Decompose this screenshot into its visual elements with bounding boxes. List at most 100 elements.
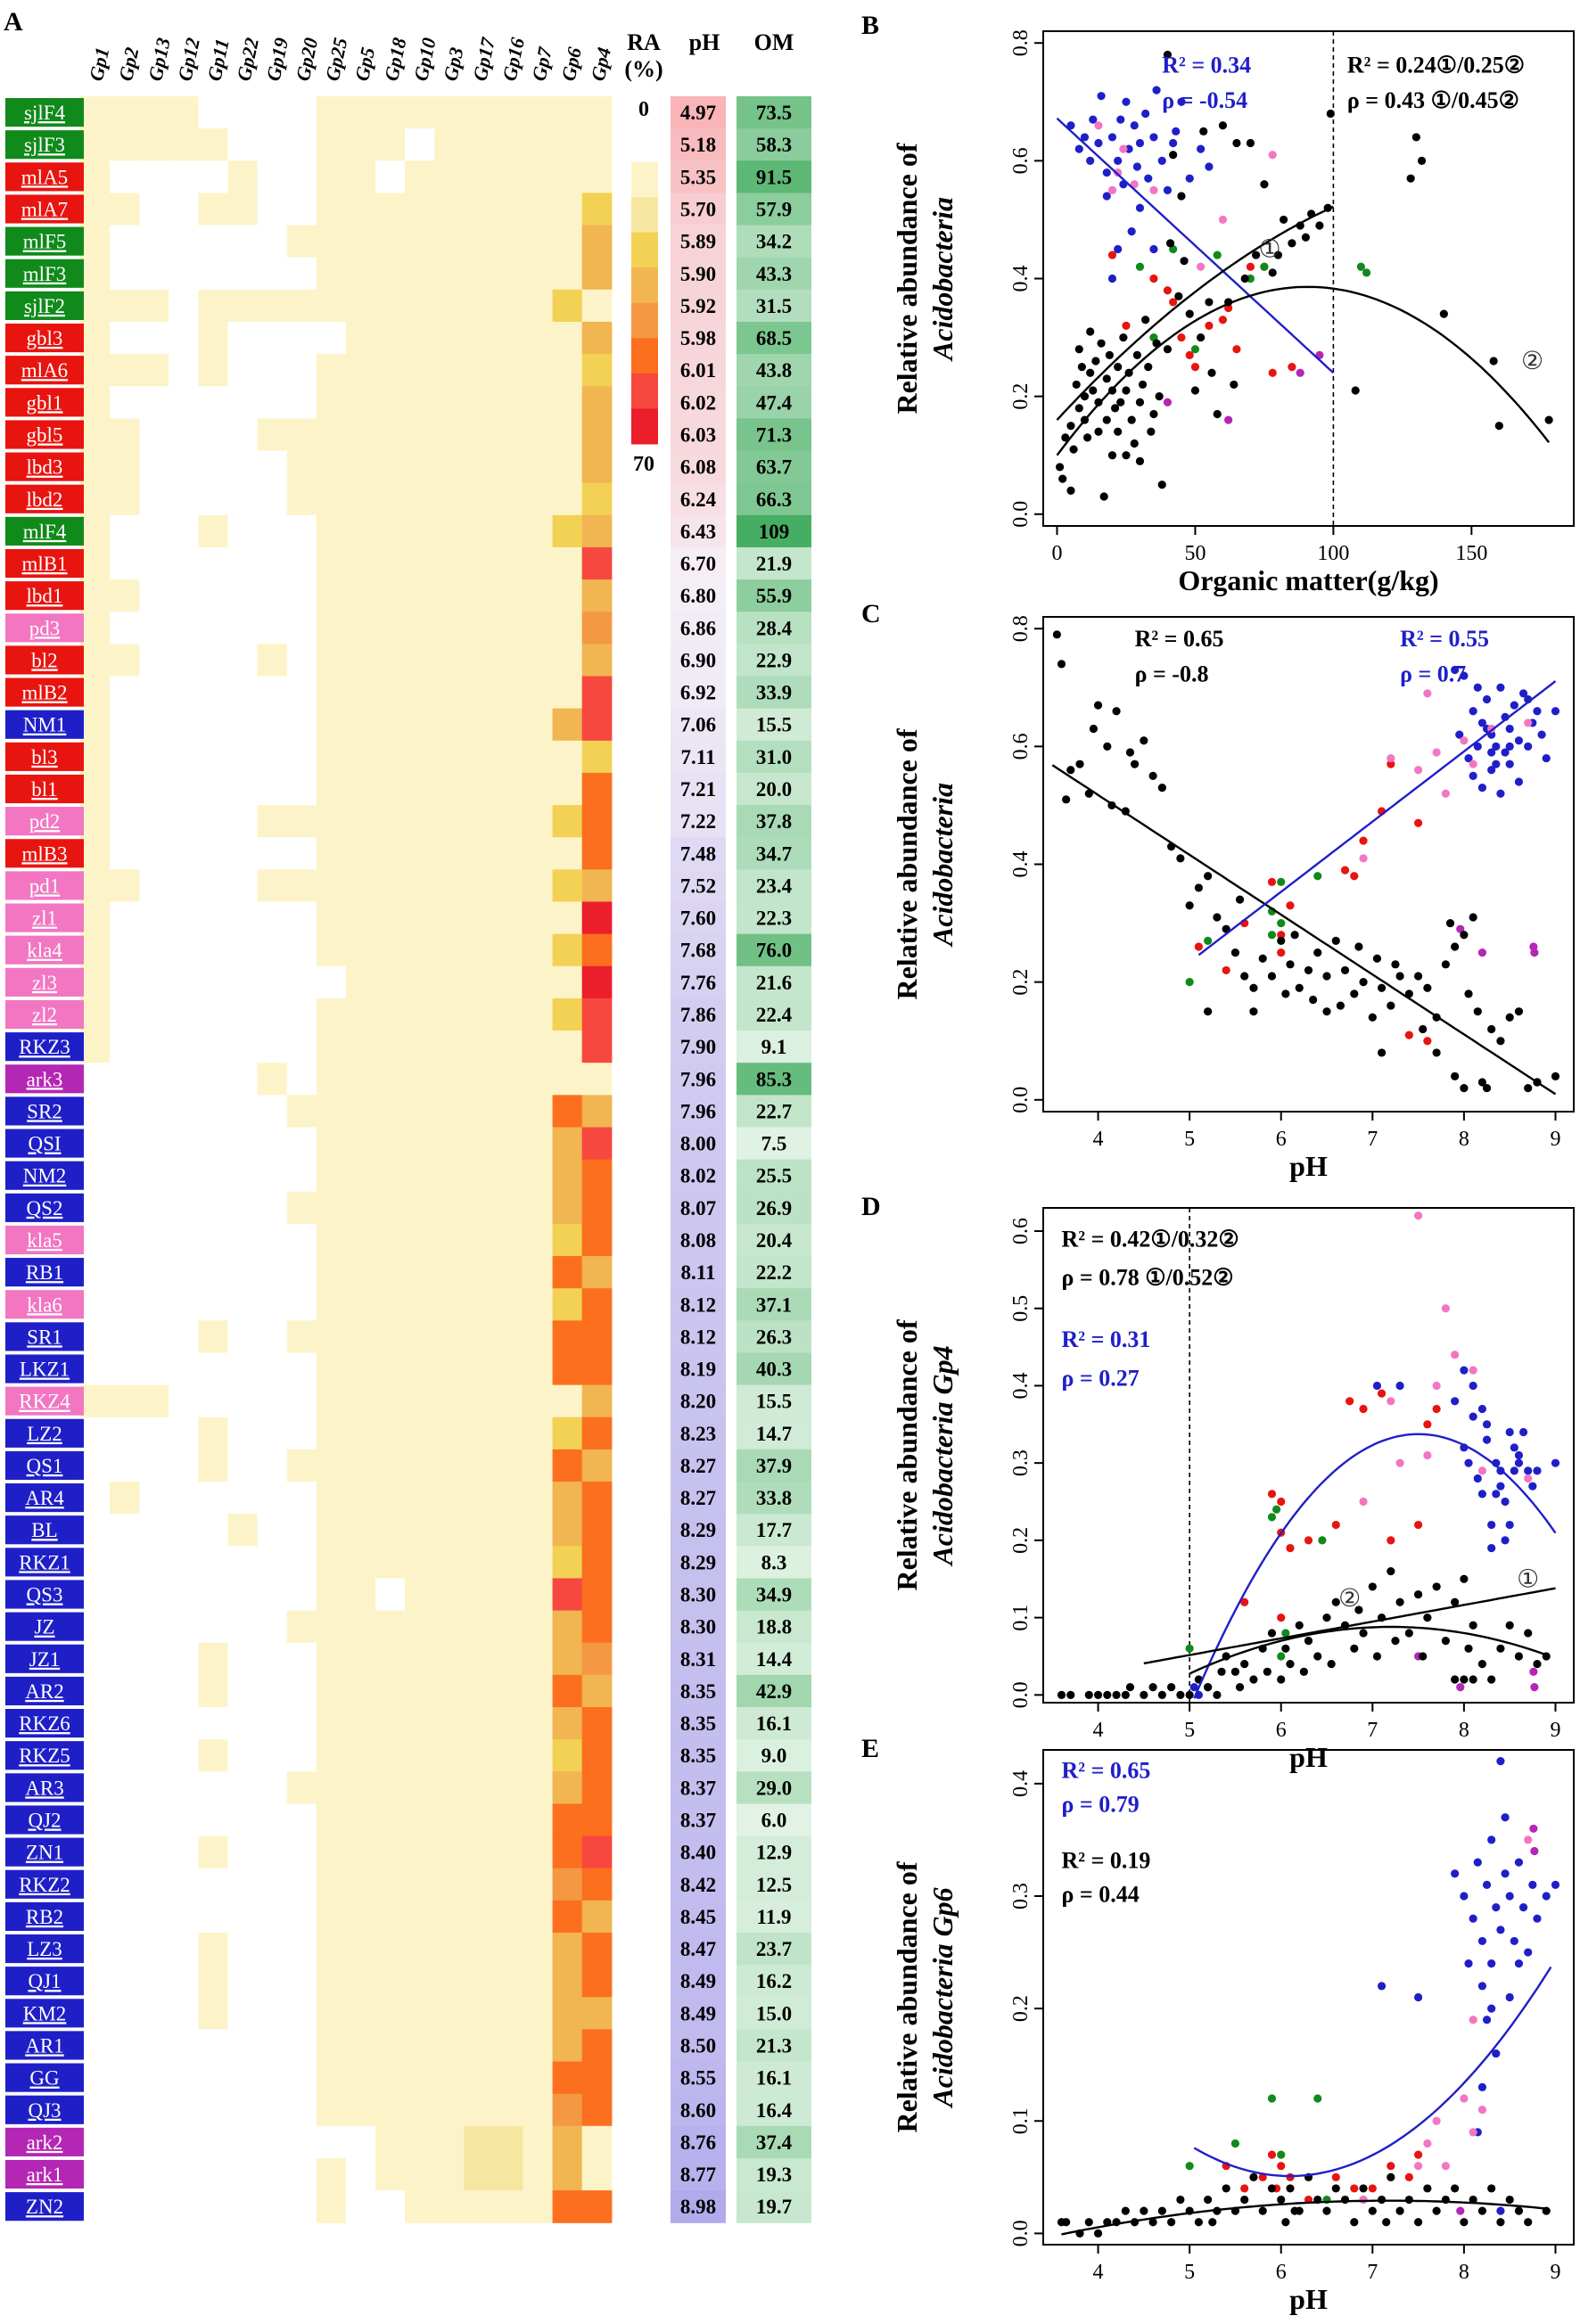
heatmap-cell — [257, 1514, 288, 1547]
heatmap-cell — [80, 1031, 111, 1063]
data-point-black — [1093, 2229, 1103, 2238]
row-label-bg — [5, 967, 84, 997]
heatmap-cell — [110, 1288, 140, 1321]
data-point-black — [1387, 1566, 1395, 1576]
data-point-black — [1331, 936, 1340, 945]
heatmap-cell — [464, 1384, 494, 1418]
heatmap-cell — [345, 1223, 376, 1257]
data-point-black — [1322, 1614, 1331, 1622]
y-tick-label: 0.6 — [1009, 147, 1033, 174]
heatmap-cell — [316, 965, 347, 999]
row-label: RKZ1 — [19, 1551, 70, 1573]
data-point-blue — [1505, 724, 1514, 734]
heatmap-cell — [375, 1063, 406, 1096]
om-value: 16.1 — [756, 1712, 792, 1735]
heatmap-cell — [345, 546, 376, 580]
data-point-blue — [1205, 162, 1214, 171]
om-value: 76.0 — [756, 940, 792, 962]
data-point-blue — [1496, 1926, 1505, 1934]
heatmap-cell — [434, 1514, 465, 1547]
heatmap-cell — [139, 160, 169, 194]
heatmap-cell — [227, 1868, 259, 1901]
heatmap-cell — [581, 1514, 613, 1547]
heatmap-cell — [110, 1642, 140, 1676]
heatmap-cell — [286, 901, 317, 935]
heatmap-cell — [169, 1997, 199, 2030]
heatmap-cell — [405, 1900, 435, 1934]
heatmap-cell — [405, 1771, 435, 1805]
row-label: QJ3 — [28, 2099, 61, 2122]
heatmap-cell — [552, 2061, 583, 2095]
heatmap-cell — [375, 386, 406, 419]
heatmap-cell — [198, 2093, 229, 2127]
heatmap-cell — [257, 612, 288, 645]
heatmap-cell — [375, 901, 406, 935]
heatmap-cell — [257, 869, 288, 903]
heatmap-cell — [552, 1642, 583, 1676]
ph-value: 5.89 — [680, 231, 716, 253]
heatmap-cell — [257, 160, 288, 194]
heatmap-cell — [345, 450, 376, 484]
data-point-blue — [1107, 274, 1117, 283]
heatmap-cell — [139, 1127, 169, 1161]
data-point-blue — [1464, 753, 1473, 763]
heatmap-cell — [316, 1900, 347, 1934]
heatmap-cell — [169, 869, 199, 903]
om-cell — [737, 901, 811, 935]
data-point-blue — [1510, 1443, 1518, 1452]
om-value: 33.9 — [756, 682, 792, 704]
heatmap-cell — [227, 2093, 259, 2127]
heatmap-cell — [405, 160, 435, 194]
row-label-bg — [5, 613, 84, 643]
data-point-red — [1387, 2162, 1395, 2171]
data-point-pink — [1359, 2195, 1368, 2205]
om-value: 23.4 — [756, 875, 793, 897]
data-point-black — [1277, 936, 1286, 945]
heatmap-cell — [493, 2157, 524, 2191]
row-label: bl3 — [31, 746, 57, 768]
heatmap-cell — [110, 933, 140, 967]
data-point-blue — [1505, 760, 1514, 768]
heatmap-cell — [581, 546, 613, 580]
heatmap-cell — [110, 225, 140, 259]
data-point-blue — [1487, 766, 1496, 775]
y-tick-label: 0.2 — [1009, 383, 1033, 410]
ph-value: 7.21 — [680, 778, 716, 801]
heatmap-cell — [198, 354, 229, 387]
heatmap-cell — [581, 1256, 613, 1289]
heatmap-cell — [286, 1449, 317, 1482]
data-point-blue — [1492, 742, 1501, 751]
heatmap-cell — [80, 2157, 111, 2191]
data-point-black — [1217, 1667, 1226, 1676]
ph-cell — [671, 1707, 726, 1740]
heatmap-cell — [198, 933, 229, 967]
heatmap-cell — [80, 1223, 111, 1257]
heatmap-cell — [375, 1191, 406, 1225]
om-cell — [737, 1223, 811, 1257]
heatmap-cell — [286, 450, 317, 484]
heatmap-cell — [523, 1095, 554, 1129]
heatmap-cell — [405, 1256, 435, 1289]
heatmap-cell — [581, 901, 613, 935]
row-label-bg — [5, 548, 84, 579]
om-value: 71.3 — [756, 423, 792, 446]
data-point-blue — [1185, 174, 1194, 183]
om-cell — [737, 1031, 811, 1063]
ra-header: RA — [627, 29, 661, 55]
heatmap-cell — [523, 257, 554, 291]
data-point-blue — [1518, 689, 1528, 698]
heatmap-cell — [198, 2190, 229, 2223]
om-value: 66.3 — [756, 489, 792, 511]
ph-value: 6.80 — [680, 585, 716, 607]
data-point-black — [1301, 233, 1311, 242]
om-value: 26.3 — [756, 1326, 792, 1348]
ph-value: 8.12 — [680, 1326, 716, 1348]
heatmap-cell — [434, 482, 465, 516]
heatmap-cell — [139, 1256, 169, 1289]
heatmap-cell — [80, 2029, 111, 2063]
column-header-gp19: Gp19 — [262, 36, 293, 83]
heatmap-cell — [405, 96, 435, 129]
ph-cell — [671, 837, 726, 870]
data-point-black — [1213, 913, 1222, 922]
